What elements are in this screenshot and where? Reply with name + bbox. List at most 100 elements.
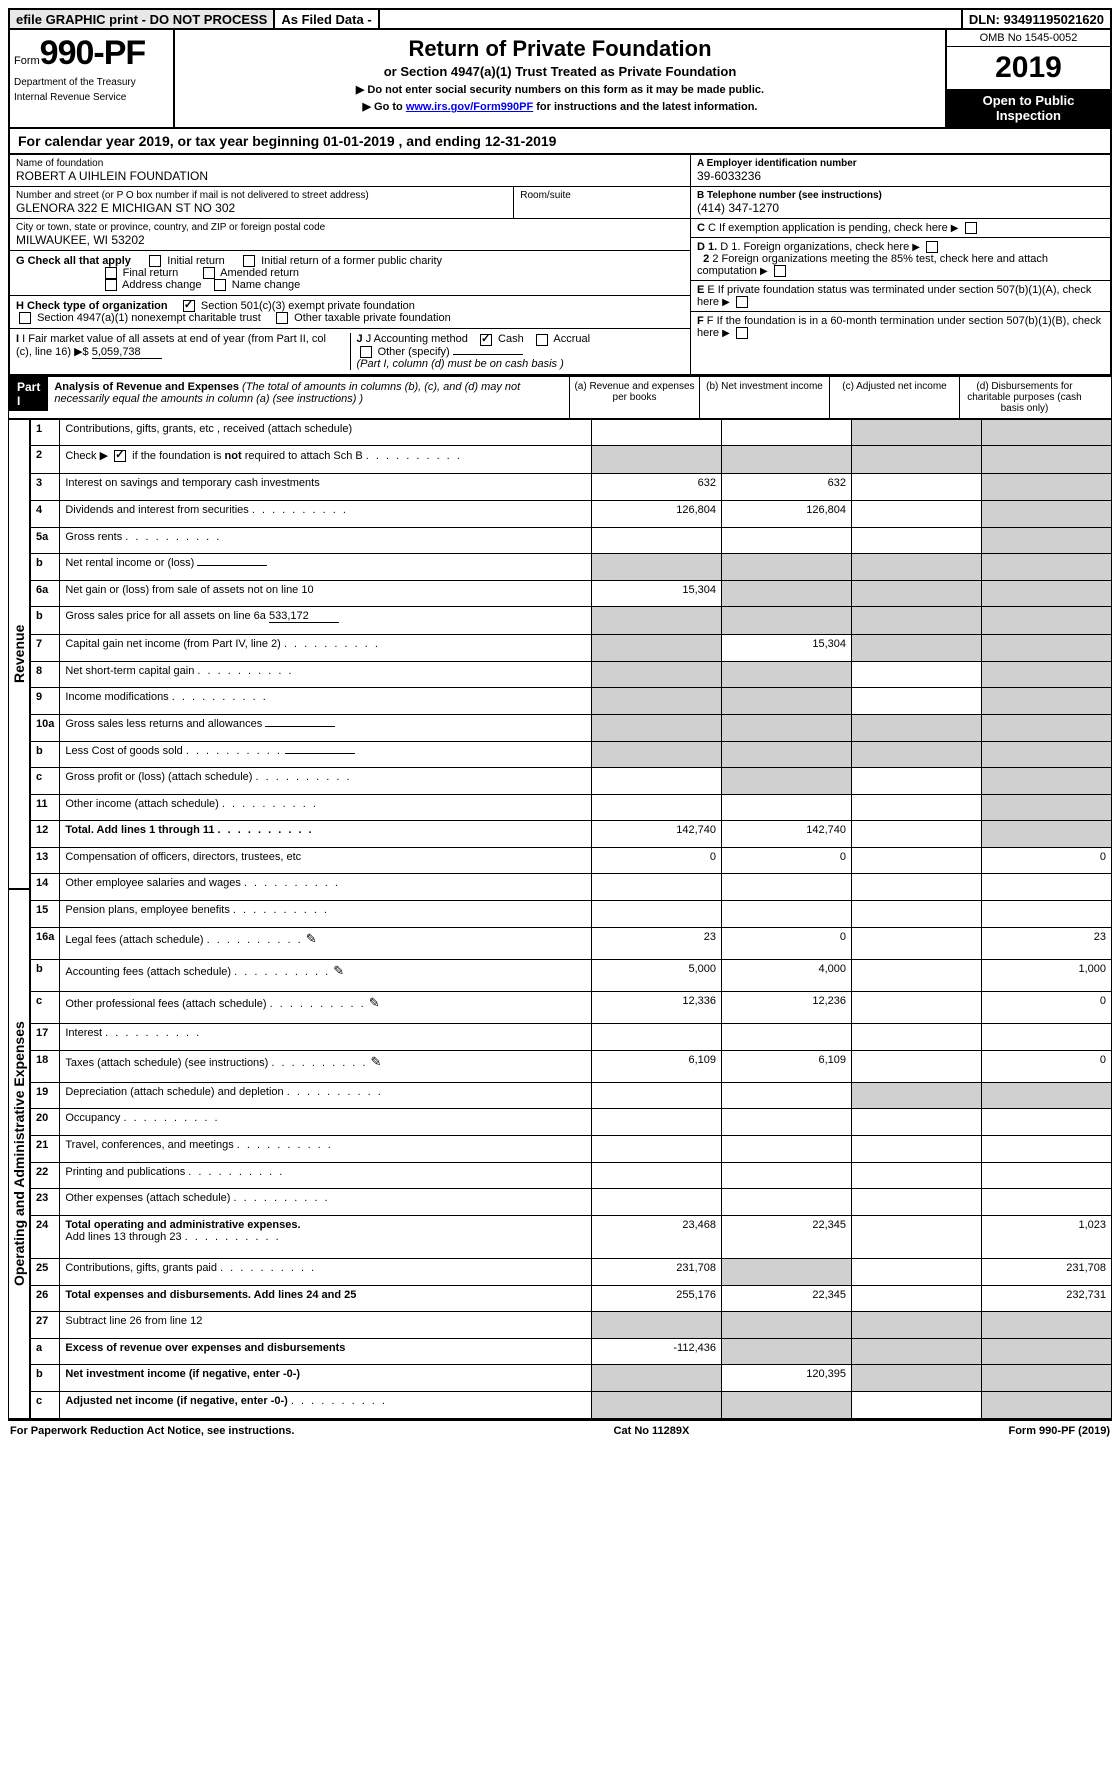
d1-label: D 1. Foreign organizations, check here xyxy=(720,241,909,253)
chk-accrual[interactable] xyxy=(536,334,548,346)
d2-label: 2 Foreign organizations meeting the 85% … xyxy=(697,253,1048,277)
table-row: cAdjusted net income (if negative, enter… xyxy=(31,1391,1112,1418)
table-row: bAccounting fees (attach schedule) ✎5,00… xyxy=(31,959,1112,991)
lbl-other-method: Other (specify) xyxy=(378,346,450,358)
part1-label-cell: Part I Analysis of Revenue and Expenses … xyxy=(9,377,569,418)
arrow-icon xyxy=(912,241,920,253)
irs-link[interactable]: www.irs.gov/Form990PF xyxy=(406,101,533,113)
table-row: 9Income modifications xyxy=(31,688,1112,715)
table-row: 7Capital gain net income (from Part IV, … xyxy=(31,635,1112,662)
footer-mid: Cat No 11289X xyxy=(614,1425,690,1437)
table-row: 26Total expenses and disbursements. Add … xyxy=(31,1285,1112,1312)
other-specify xyxy=(453,354,523,355)
chk-c[interactable] xyxy=(965,222,977,234)
phone-label: B Telephone number (see instructions) xyxy=(697,190,1104,201)
form-title-block: Return of Private Foundation or Section … xyxy=(175,30,945,127)
part1-header-row: Part I Analysis of Revenue and Expenses … xyxy=(8,376,1112,419)
i-cell: I I Fair market value of all assets at e… xyxy=(16,333,351,369)
phone-value: (414) 347-1270 xyxy=(697,201,1104,215)
main-table-wrap: Revenue Operating and Administrative Exp… xyxy=(8,419,1112,1419)
chk-cash[interactable] xyxy=(480,334,492,346)
entity-info: Name of foundation ROBERT A UIHLEIN FOUN… xyxy=(8,155,1112,376)
expenses-side-label: Operating and Administrative Expenses xyxy=(8,889,30,1419)
table-row: 15Pension plans, employee benefits xyxy=(31,900,1112,927)
table-row: 16aLegal fees (attach schedule) ✎23023 xyxy=(31,927,1112,959)
foundation-name: ROBERT A UIHLEIN FOUNDATION xyxy=(16,169,684,183)
chk-d2[interactable] xyxy=(774,265,786,277)
lbl-501c3: Section 501(c)(3) exempt private foundat… xyxy=(201,300,415,312)
instr-prefix: ▶ Go to xyxy=(363,101,406,113)
j-note: (Part I, column (d) must be on cash basi… xyxy=(357,358,564,370)
chk-501c3[interactable] xyxy=(183,300,195,312)
col-d-head: (d) Disbursements for charitable purpose… xyxy=(959,377,1089,418)
chk-d1[interactable] xyxy=(926,241,938,253)
table-row: 19Depreciation (attach schedule) and dep… xyxy=(31,1082,1112,1109)
table-row: 3Interest on savings and temporary cash … xyxy=(31,474,1112,501)
chk-other-method[interactable] xyxy=(360,346,372,358)
table-row: 13Compensation of officers, directors, t… xyxy=(31,847,1112,874)
tax-year: 2019 xyxy=(947,47,1110,89)
attachment-icon[interactable]: ✎ xyxy=(306,931,317,946)
lbl-final: Final return xyxy=(123,267,179,279)
attachment-icon[interactable]: ✎ xyxy=(371,1054,382,1069)
col-a-head: (a) Revenue and expenses per books xyxy=(569,377,699,418)
name-cell: Name of foundation ROBERT A UIHLEIN FOUN… xyxy=(10,155,690,187)
form-id-block: Form990-PF Department of the Treasury In… xyxy=(10,30,175,127)
j-cell: J J Accounting method Cash Accrual Other… xyxy=(351,333,685,369)
chk-4947[interactable] xyxy=(19,312,31,324)
chk-initial[interactable] xyxy=(149,255,161,267)
arrow-icon xyxy=(722,296,730,308)
table-row: 12Total. Add lines 1 through 11 142,7401… xyxy=(31,821,1112,848)
table-row: 5aGross rents xyxy=(31,527,1112,554)
lbl-initial: Initial return xyxy=(167,255,224,267)
arrow-icon xyxy=(951,222,959,234)
lbl-other-taxable: Other taxable private foundation xyxy=(294,312,451,324)
attachment-icon[interactable]: ✎ xyxy=(333,963,344,978)
table-row: 1Contributions, gifts, grants, etc , rec… xyxy=(31,419,1112,446)
room-label: Room/suite xyxy=(520,190,684,201)
chk-f[interactable] xyxy=(736,327,748,339)
chk-initial-former[interactable] xyxy=(243,255,255,267)
entity-right: A Employer identification number 39-6033… xyxy=(690,155,1110,374)
table-row: 20Occupancy xyxy=(31,1109,1112,1136)
table-row: 14Other employee salaries and wages xyxy=(31,874,1112,901)
h-label: H Check type of organization xyxy=(16,300,168,312)
chk-other-taxable[interactable] xyxy=(276,312,288,324)
chk-name-change[interactable] xyxy=(214,279,226,291)
chk-e[interactable] xyxy=(736,296,748,308)
topbar: efile GRAPHIC print - DO NOT PROCESS As … xyxy=(8,8,1112,30)
ein-cell: A Employer identification number 39-6033… xyxy=(691,155,1110,187)
footer-right: Form 990-PF (2019) xyxy=(1008,1425,1110,1437)
chk-addr-change[interactable] xyxy=(105,279,117,291)
i-value: 5,059,738 xyxy=(92,346,162,359)
table-row: 23Other expenses (attach schedule) xyxy=(31,1189,1112,1216)
table-row: bNet investment income (if negative, ent… xyxy=(31,1365,1112,1392)
side-labels: Revenue Operating and Administrative Exp… xyxy=(8,419,30,1419)
table-row: 4Dividends and interest from securities … xyxy=(31,500,1112,527)
year-block: OMB No 1545-0052 2019 Open to Public Ins… xyxy=(945,30,1110,127)
omb-number: OMB No 1545-0052 xyxy=(947,30,1110,47)
f-cell: F F If the foundation is in a 60-month t… xyxy=(691,312,1110,342)
city-cell: City or town, state or province, country… xyxy=(10,219,690,251)
h-check-section: H Check type of organization Section 501… xyxy=(10,296,690,329)
instr-suffix: for instructions and the latest informat… xyxy=(533,101,757,113)
part1-table: 1Contributions, gifts, grants, etc , rec… xyxy=(30,419,1112,1419)
lbl-name-change: Name change xyxy=(232,279,301,291)
chk-amended[interactable] xyxy=(203,267,215,279)
page-footer: For Paperwork Reduction Act Notice, see … xyxy=(8,1419,1112,1441)
address-row: Number and street (or P O box number if … xyxy=(10,187,690,219)
lbl-initial-former: Initial return of a former public charit… xyxy=(261,255,442,267)
city-label: City or town, state or province, country… xyxy=(16,222,684,233)
form-header: Form990-PF Department of the Treasury In… xyxy=(8,30,1112,129)
phone-cell: B Telephone number (see instructions) (4… xyxy=(691,187,1110,219)
attachment-icon[interactable]: ✎ xyxy=(369,995,380,1010)
i-label: I Fair market value of all assets at end… xyxy=(16,333,326,358)
room-cell: Room/suite xyxy=(513,187,690,219)
table-row: 2Check ▶ if the foundation is not requir… xyxy=(31,446,1112,474)
lbl-accrual: Accrual xyxy=(553,333,590,345)
chk-schb[interactable] xyxy=(114,450,126,462)
c-label: C If exemption application is pending, c… xyxy=(708,222,948,234)
g-label: G Check all that apply xyxy=(16,255,131,267)
chk-final[interactable] xyxy=(105,267,117,279)
footer-left: For Paperwork Reduction Act Notice, see … xyxy=(10,1425,294,1437)
